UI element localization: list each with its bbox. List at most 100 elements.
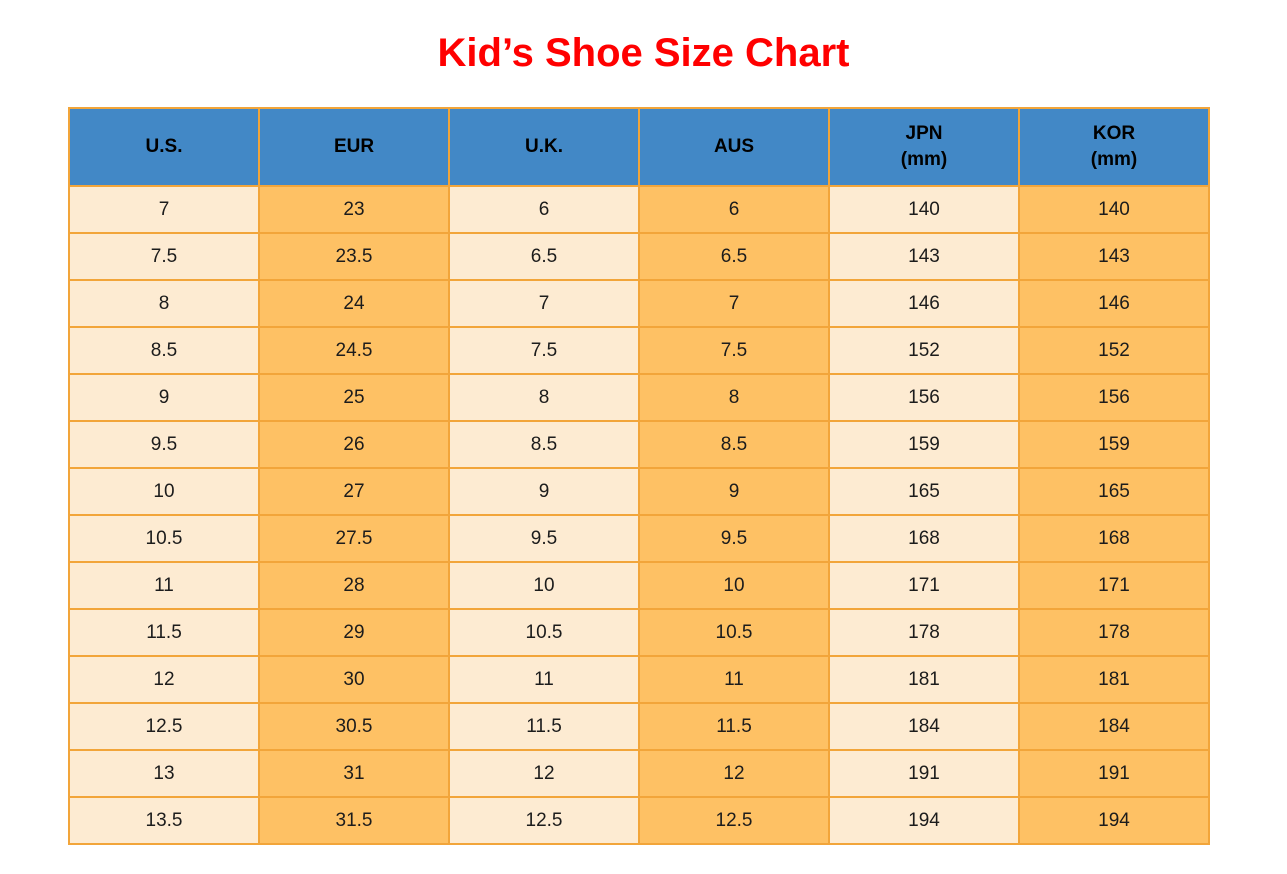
cell-uk: 6 [448, 185, 640, 234]
cell-eur: 23 [258, 185, 450, 234]
cell-us: 11 [68, 561, 260, 610]
cell-jpn: 143 [828, 232, 1020, 281]
cell-uk: 8 [448, 373, 640, 422]
cell-jpn: 140 [828, 185, 1020, 234]
cell-us: 13 [68, 749, 260, 798]
column-header-uk: U.K. [448, 107, 640, 187]
cell-eur: 25 [258, 373, 450, 422]
cell-jpn: 159 [828, 420, 1020, 469]
column-header-eur: EUR [258, 107, 450, 187]
cell-eur: 26 [258, 420, 450, 469]
cell-eur: 23.5 [258, 232, 450, 281]
cell-jpn: 194 [828, 796, 1020, 845]
cell-eur: 30 [258, 655, 450, 704]
cell-uk: 7 [448, 279, 640, 328]
table-row: 11 28 10 10 171 171 [68, 561, 1210, 610]
cell-jpn: 181 [828, 655, 1020, 704]
cell-kor: 194 [1018, 796, 1210, 845]
column-label: U.S. [145, 136, 183, 157]
cell-eur: 24 [258, 279, 450, 328]
cell-eur: 27.5 [258, 514, 450, 563]
shoe-size-table: U.S. EUR U.K. AUS JPN (mm) KOR (mm) 7 23 6 6 140 140… [68, 107, 1210, 845]
cell-us: 12.5 [68, 702, 260, 751]
cell-jpn: 156 [828, 373, 1020, 422]
table-header: U.S. EUR U.K. AUS JPN (mm) KOR (mm) [68, 107, 1210, 187]
table-row: 8.5 24.5 7.5 7.5 152 152 [68, 326, 1210, 375]
cell-uk: 6.5 [448, 232, 640, 281]
table-row: 11.5 29 10.5 10.5 178 178 [68, 608, 1210, 657]
cell-uk: 11 [448, 655, 640, 704]
cell-eur: 31.5 [258, 796, 450, 845]
cell-aus: 12.5 [638, 796, 830, 845]
cell-kor: 165 [1018, 467, 1210, 516]
header-row: U.S. EUR U.K. AUS JPN (mm) KOR (mm) [68, 107, 1210, 187]
cell-us: 7.5 [68, 232, 260, 281]
table-row: 13 31 12 12 191 191 [68, 749, 1210, 798]
column-header-jpn: JPN (mm) [828, 107, 1020, 187]
column-label: EUR [333, 136, 375, 157]
cell-jpn: 168 [828, 514, 1020, 563]
cell-eur: 27 [258, 467, 450, 516]
cell-uk: 12.5 [448, 796, 640, 845]
cell-aus: 6 [638, 185, 830, 234]
table-row: 10 27 9 9 165 165 [68, 467, 1210, 516]
cell-aus: 10.5 [638, 608, 830, 657]
column-sublabel: (mm) [900, 149, 948, 170]
cell-uk: 7.5 [448, 326, 640, 375]
cell-jpn: 146 [828, 279, 1020, 328]
cell-kor: 140 [1018, 185, 1210, 234]
cell-eur: 30.5 [258, 702, 450, 751]
column-label: U.K. [525, 136, 563, 157]
cell-us: 9.5 [68, 420, 260, 469]
cell-eur: 28 [258, 561, 450, 610]
cell-kor: 171 [1018, 561, 1210, 610]
table-row: 9 25 8 8 156 156 [68, 373, 1210, 422]
table-row: 12.5 30.5 11.5 11.5 184 184 [68, 702, 1210, 751]
cell-kor: 178 [1018, 608, 1210, 657]
cell-uk: 8.5 [448, 420, 640, 469]
cell-jpn: 178 [828, 608, 1020, 657]
column-sublabel: (mm) [1090, 149, 1138, 170]
cell-eur: 29 [258, 608, 450, 657]
cell-aus: 9 [638, 467, 830, 516]
table-row: 8 24 7 7 146 146 [68, 279, 1210, 328]
cell-kor: 143 [1018, 232, 1210, 281]
cell-kor: 156 [1018, 373, 1210, 422]
cell-us: 8 [68, 279, 260, 328]
cell-aus: 7.5 [638, 326, 830, 375]
cell-eur: 24.5 [258, 326, 450, 375]
cell-kor: 181 [1018, 655, 1210, 704]
table-row: 10.5 27.5 9.5 9.5 168 168 [68, 514, 1210, 563]
cell-aus: 11 [638, 655, 830, 704]
cell-us: 13.5 [68, 796, 260, 845]
cell-aus: 9.5 [638, 514, 830, 563]
table-row: 13.5 31.5 12.5 12.5 194 194 [68, 796, 1210, 845]
cell-kor: 146 [1018, 279, 1210, 328]
column-header-kor: KOR (mm) [1018, 107, 1210, 187]
cell-aus: 6.5 [638, 232, 830, 281]
column-label: AUS [713, 136, 755, 157]
cell-uk: 9.5 [448, 514, 640, 563]
table-row: 7 23 6 6 140 140 [68, 185, 1210, 234]
cell-aus: 8 [638, 373, 830, 422]
cell-kor: 159 [1018, 420, 1210, 469]
cell-uk: 10.5 [448, 608, 640, 657]
cell-us: 12 [68, 655, 260, 704]
column-header-us: U.S. [68, 107, 260, 187]
column-label: KOR [1092, 123, 1136, 144]
table-row: 9.5 26 8.5 8.5 159 159 [68, 420, 1210, 469]
table-row: 12 30 11 11 181 181 [68, 655, 1210, 704]
cell-us: 7 [68, 185, 260, 234]
table-row: 7.5 23.5 6.5 6.5 143 143 [68, 232, 1210, 281]
cell-aus: 7 [638, 279, 830, 328]
cell-uk: 9 [448, 467, 640, 516]
cell-jpn: 165 [828, 467, 1020, 516]
cell-kor: 152 [1018, 326, 1210, 375]
table-body: 7 23 6 6 140 140 7.5 23.5 6.5 6.5 143 143 8 24 7 7 146 14… [68, 185, 1210, 845]
cell-jpn: 171 [828, 561, 1020, 610]
cell-jpn: 152 [828, 326, 1020, 375]
page-title: Kid’s Shoe Size Chart [437, 31, 850, 75]
cell-aus: 11.5 [638, 702, 830, 751]
cell-jpn: 191 [828, 749, 1020, 798]
